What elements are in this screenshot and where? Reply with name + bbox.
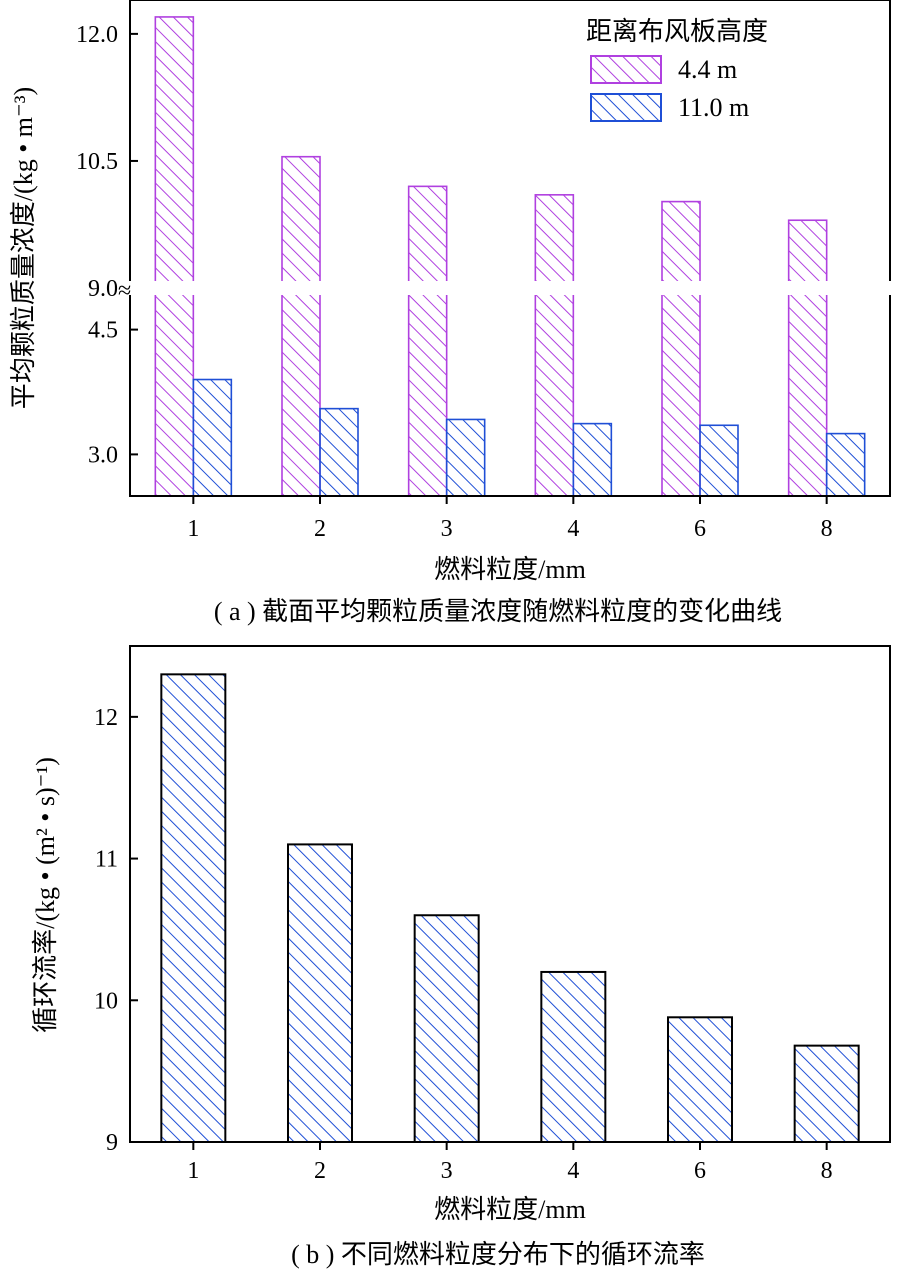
a-ytick-label-12.0: 12.0 bbox=[76, 22, 118, 48]
a-xtick-label-3: 3 bbox=[441, 516, 453, 542]
panel-a-axis-break-gap bbox=[120, 281, 891, 295]
b-bar-4 bbox=[540, 970, 607, 1144]
panel-a-ticks: 1 2 3 4 6 8 12.0 10.5 9.0 4.5 3.0 bbox=[76, 22, 833, 542]
b-xtick-label-2: 2 bbox=[314, 1158, 326, 1184]
panel-a: 1 2 3 4 6 8 12.0 10.5 9.0 4.5 3.0 ≈ 平均颗粒质量浓度/(kg •… bbox=[9, 0, 891, 626]
a-xtick-label-1: 1 bbox=[187, 516, 199, 542]
a-xtick-label-4: 4 bbox=[567, 516, 579, 542]
panel-a-axis-break-symbol: ≈ bbox=[118, 278, 131, 304]
panel-b-bars bbox=[160, 673, 860, 1144]
bar-4-4m-6 bbox=[661, 200, 701, 497]
b-ytick-label-10: 10 bbox=[94, 988, 118, 1014]
panel-a-y-axis-label: 平均颗粒质量浓度/(kg • m⁻³) bbox=[9, 87, 38, 409]
b-xtick-label-1: 1 bbox=[187, 1158, 199, 1184]
b-bar-3 bbox=[413, 914, 480, 1143]
b-ytick-label-11: 11 bbox=[95, 847, 118, 873]
panel-a-x-axis-label: 燃料粒度/mm bbox=[434, 555, 586, 584]
bar-11-0m-3 bbox=[445, 418, 486, 497]
a-ytick-label-4.5: 4.5 bbox=[88, 318, 118, 344]
bar-4-4m-3 bbox=[407, 185, 448, 497]
panel-b-caption: ( b ) 不同燃料粒度分布下的循环流率 bbox=[291, 1240, 705, 1269]
a-xtick-label-8: 8 bbox=[821, 516, 833, 542]
a-ytick-label-10.5: 10.5 bbox=[76, 149, 118, 175]
b-bar-6 bbox=[667, 1016, 733, 1144]
bar-11-0m-2 bbox=[319, 407, 359, 497]
panel-a-plot-frame bbox=[129, 0, 891, 497]
bar-11-0m-6 bbox=[699, 424, 739, 497]
b-ytick-label-9: 9 bbox=[106, 1130, 118, 1156]
a-ytick-label-9.0: 9.0 bbox=[88, 276, 118, 302]
legend-label-11-0m: 11.0 m bbox=[678, 93, 749, 122]
legend-label-4-4m: 4.4 m bbox=[678, 55, 737, 84]
bar-4-4m-2 bbox=[281, 155, 321, 497]
b-xtick-label-4: 4 bbox=[567, 1158, 579, 1184]
panel-a-caption: ( a ) 截面平均颗粒质量浓度随燃料粒度的变化曲线 bbox=[214, 597, 782, 626]
bar-4-4m-8 bbox=[787, 219, 828, 497]
b-ytick-label-12: 12 bbox=[94, 705, 118, 731]
panel-b-y-axis-label: 循环流率/(kg • (m² • s)⁻¹) bbox=[31, 757, 60, 1033]
a-ytick-label-3.0: 3.0 bbox=[88, 442, 118, 468]
b-xtick-label-6: 6 bbox=[694, 1158, 706, 1184]
b-xtick-label-3: 3 bbox=[441, 1158, 453, 1184]
b-bar-8 bbox=[793, 1044, 860, 1143]
b-xtick-label-8: 8 bbox=[821, 1158, 833, 1184]
legend-title: 距离布风板高度 bbox=[586, 17, 768, 46]
a-xtick-label-2: 2 bbox=[314, 516, 326, 542]
panel-a-bars bbox=[154, 16, 866, 497]
legend-swatch-4-4m bbox=[590, 55, 662, 84]
bar-4-4m-4 bbox=[534, 194, 575, 497]
b-bar-1 bbox=[160, 673, 227, 1143]
bar-11-0m-4 bbox=[572, 422, 613, 497]
bar-11-0m-1 bbox=[192, 378, 233, 497]
panel-a-legend: 距离布风板高度 4.4 m 11.0 m bbox=[586, 17, 768, 122]
a-xtick-label-6: 6 bbox=[694, 516, 706, 542]
legend-swatch-11-0m bbox=[590, 93, 662, 122]
panel-b-plot-frame bbox=[129, 645, 891, 1143]
b-bar-2 bbox=[287, 843, 353, 1144]
bar-4-4m-1 bbox=[154, 16, 195, 497]
bar-11-0m-8 bbox=[825, 432, 866, 497]
panel-b-x-axis-label: 燃料粒度/mm bbox=[434, 1195, 586, 1224]
